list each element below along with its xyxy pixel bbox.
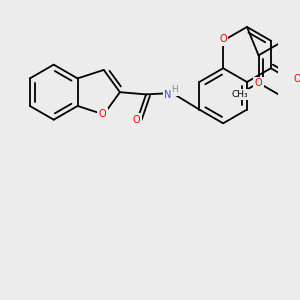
Text: O: O (219, 34, 227, 44)
Text: O: O (293, 74, 300, 84)
Text: CH₃: CH₃ (231, 90, 248, 99)
Text: N: N (164, 90, 172, 100)
Text: H: H (171, 85, 178, 94)
Text: O: O (98, 110, 106, 119)
Text: O: O (255, 78, 262, 88)
Text: O: O (133, 115, 140, 125)
